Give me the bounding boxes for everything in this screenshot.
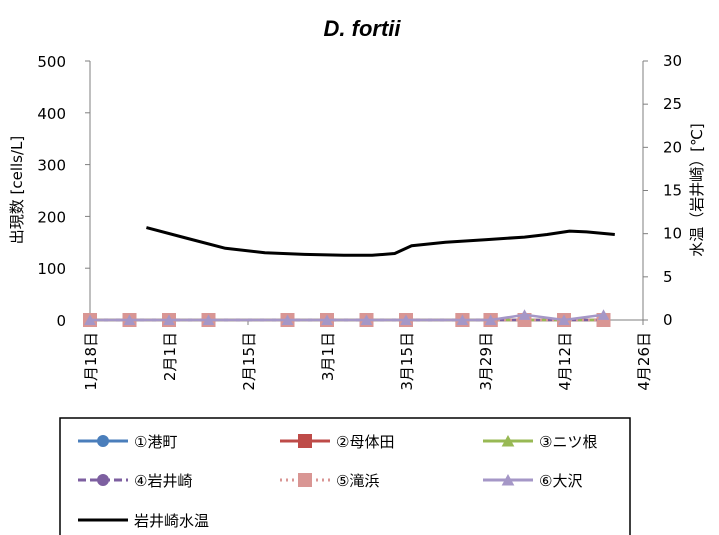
y2-tick-label: 0 (663, 311, 673, 329)
y-tick-label: 400 (37, 105, 66, 123)
y2-tick-label: 30 (663, 52, 682, 70)
y-tick-label: 200 (37, 208, 66, 226)
y2-axis-title: 水温（岩井崎）[℃] (688, 123, 706, 257)
legend-label: ③ニツ根 (539, 433, 597, 451)
y-tick-label: 100 (37, 260, 66, 278)
data-point (558, 314, 570, 325)
x-tick-label: 3月15日 (398, 332, 416, 391)
data-point (518, 309, 531, 320)
y2-tick-label: 25 (663, 95, 682, 113)
x-tick-label: 2月15日 (240, 332, 258, 391)
data-point (360, 314, 373, 325)
data-point (163, 314, 175, 325)
series-layer (83, 226, 615, 327)
legend-swatch-marker (97, 474, 109, 486)
data-point (400, 314, 412, 325)
legend-item: ④岩井崎 (78, 472, 192, 490)
x-tick-label: 4月26日 (635, 332, 653, 391)
y-tick-label: 0 (56, 312, 66, 330)
legend-label: ④岩井崎 (134, 472, 192, 490)
data-point (321, 314, 333, 325)
y2-tick-label: 20 (663, 138, 682, 156)
y2-tick-label: 10 (663, 225, 682, 243)
x-tick-label: 4月12日 (556, 332, 574, 391)
legend-label: ⑥大沢 (539, 472, 582, 490)
data-point (597, 309, 610, 320)
data-point (484, 314, 497, 325)
y-tick-label: 300 (37, 157, 66, 175)
legend-item: ⑤滝浜 (280, 472, 379, 490)
legend-label: ①港町 (134, 433, 177, 451)
y2-tick-label: 15 (663, 182, 682, 200)
legend-swatch-marker (501, 435, 515, 447)
data-point (281, 314, 294, 325)
legend-item: ③ニツ根 (483, 433, 597, 451)
series-6 (84, 309, 610, 325)
x-tick-label: 2月1日 (161, 332, 179, 381)
legend-item: ②母体田 (280, 433, 394, 451)
y-tick-label: 500 (37, 53, 66, 71)
x-tick-label: 1月18日 (82, 332, 100, 391)
legend-label: ⑤滝浜 (336, 472, 379, 490)
legend-swatch-marker (298, 434, 312, 448)
chart-title: D. fortii (324, 16, 402, 41)
legend-swatch-marker (501, 474, 515, 486)
legend-item: 岩井崎水温 (78, 512, 209, 530)
series-line-temperature (146, 226, 615, 257)
y-tick-labels: 0 100 200 300 400 500 0 5 10 15 20 25 30 (37, 52, 682, 330)
data-point (84, 314, 96, 325)
y2-tick-label: 5 (663, 268, 673, 286)
legend-swatch-marker (298, 473, 312, 487)
data-point (202, 314, 215, 325)
data-point (123, 314, 136, 325)
x-tick-labels: 1月18日 2月1日 2月15日 3月1日 3月15日 3月29日 4月12日 4月26日 (82, 332, 653, 391)
legend-label: 岩井崎水温 (134, 512, 209, 530)
legend-label: ②母体田 (336, 433, 394, 451)
legend-box (59, 417, 631, 535)
axes-group (85, 60, 648, 325)
data-point (456, 314, 469, 325)
x-tick-label: 3月29日 (477, 332, 495, 391)
legend-item: ⑥大沢 (483, 472, 582, 490)
legend-item: ①港町 (78, 433, 177, 451)
y-axis-title: 出現数 [cells/L] (8, 136, 26, 245)
x-tick-label: 3月1日 (319, 332, 337, 381)
legend-swatch-marker (97, 435, 109, 447)
